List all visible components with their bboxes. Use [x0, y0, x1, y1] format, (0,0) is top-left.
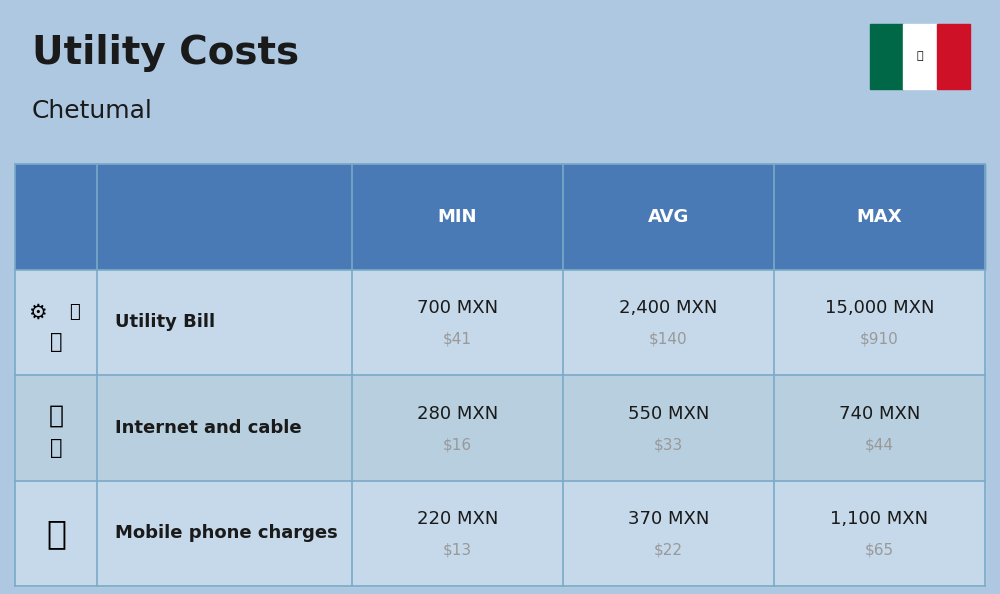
Text: 220 MXN: 220 MXN [417, 510, 498, 528]
Text: Internet and cable: Internet and cable [115, 419, 302, 437]
Text: $13: $13 [443, 543, 472, 558]
Text: Utility Costs: Utility Costs [32, 34, 299, 72]
Text: 280 MXN: 280 MXN [417, 405, 498, 423]
Text: 740 MXN: 740 MXN [839, 405, 920, 423]
Bar [15, 375, 985, 481]
Text: 15,000 MXN: 15,000 MXN [825, 299, 934, 317]
Text: 📱: 📱 [46, 517, 66, 550]
Text: 370 MXN: 370 MXN [628, 510, 709, 528]
Text: Utility Bill: Utility Bill [115, 313, 215, 331]
Text: $140: $140 [649, 332, 688, 347]
Bar [903, 24, 937, 89]
Text: MAX: MAX [857, 208, 902, 226]
Text: ⚙️: ⚙️ [29, 302, 47, 323]
Text: $41: $41 [443, 332, 472, 347]
Text: MIN: MIN [438, 208, 477, 226]
Text: Mobile phone charges: Mobile phone charges [115, 525, 338, 542]
Text: 🔌: 🔌 [50, 332, 62, 352]
Bar [870, 24, 903, 89]
Bar [937, 24, 970, 89]
Text: 🖥: 🖥 [50, 438, 62, 458]
Text: 2,400 MXN: 2,400 MXN [619, 299, 718, 317]
Text: $44: $44 [865, 437, 894, 452]
Text: $33: $33 [654, 437, 683, 452]
Text: $16: $16 [443, 437, 472, 452]
Text: $910: $910 [860, 332, 899, 347]
Text: 📶: 📶 [48, 404, 64, 428]
Text: 🦅: 🦅 [917, 52, 923, 62]
Bar [15, 270, 985, 375]
Bar [15, 481, 985, 586]
Text: 📱: 📱 [69, 304, 79, 321]
Text: Chetumal: Chetumal [32, 99, 153, 123]
Bar [15, 164, 985, 270]
Text: $65: $65 [865, 543, 894, 558]
Text: 1,100 MXN: 1,100 MXN [830, 510, 929, 528]
Text: $22: $22 [654, 543, 683, 558]
Text: AVG: AVG [648, 208, 689, 226]
Text: 550 MXN: 550 MXN [628, 405, 709, 423]
Text: 700 MXN: 700 MXN [417, 299, 498, 317]
